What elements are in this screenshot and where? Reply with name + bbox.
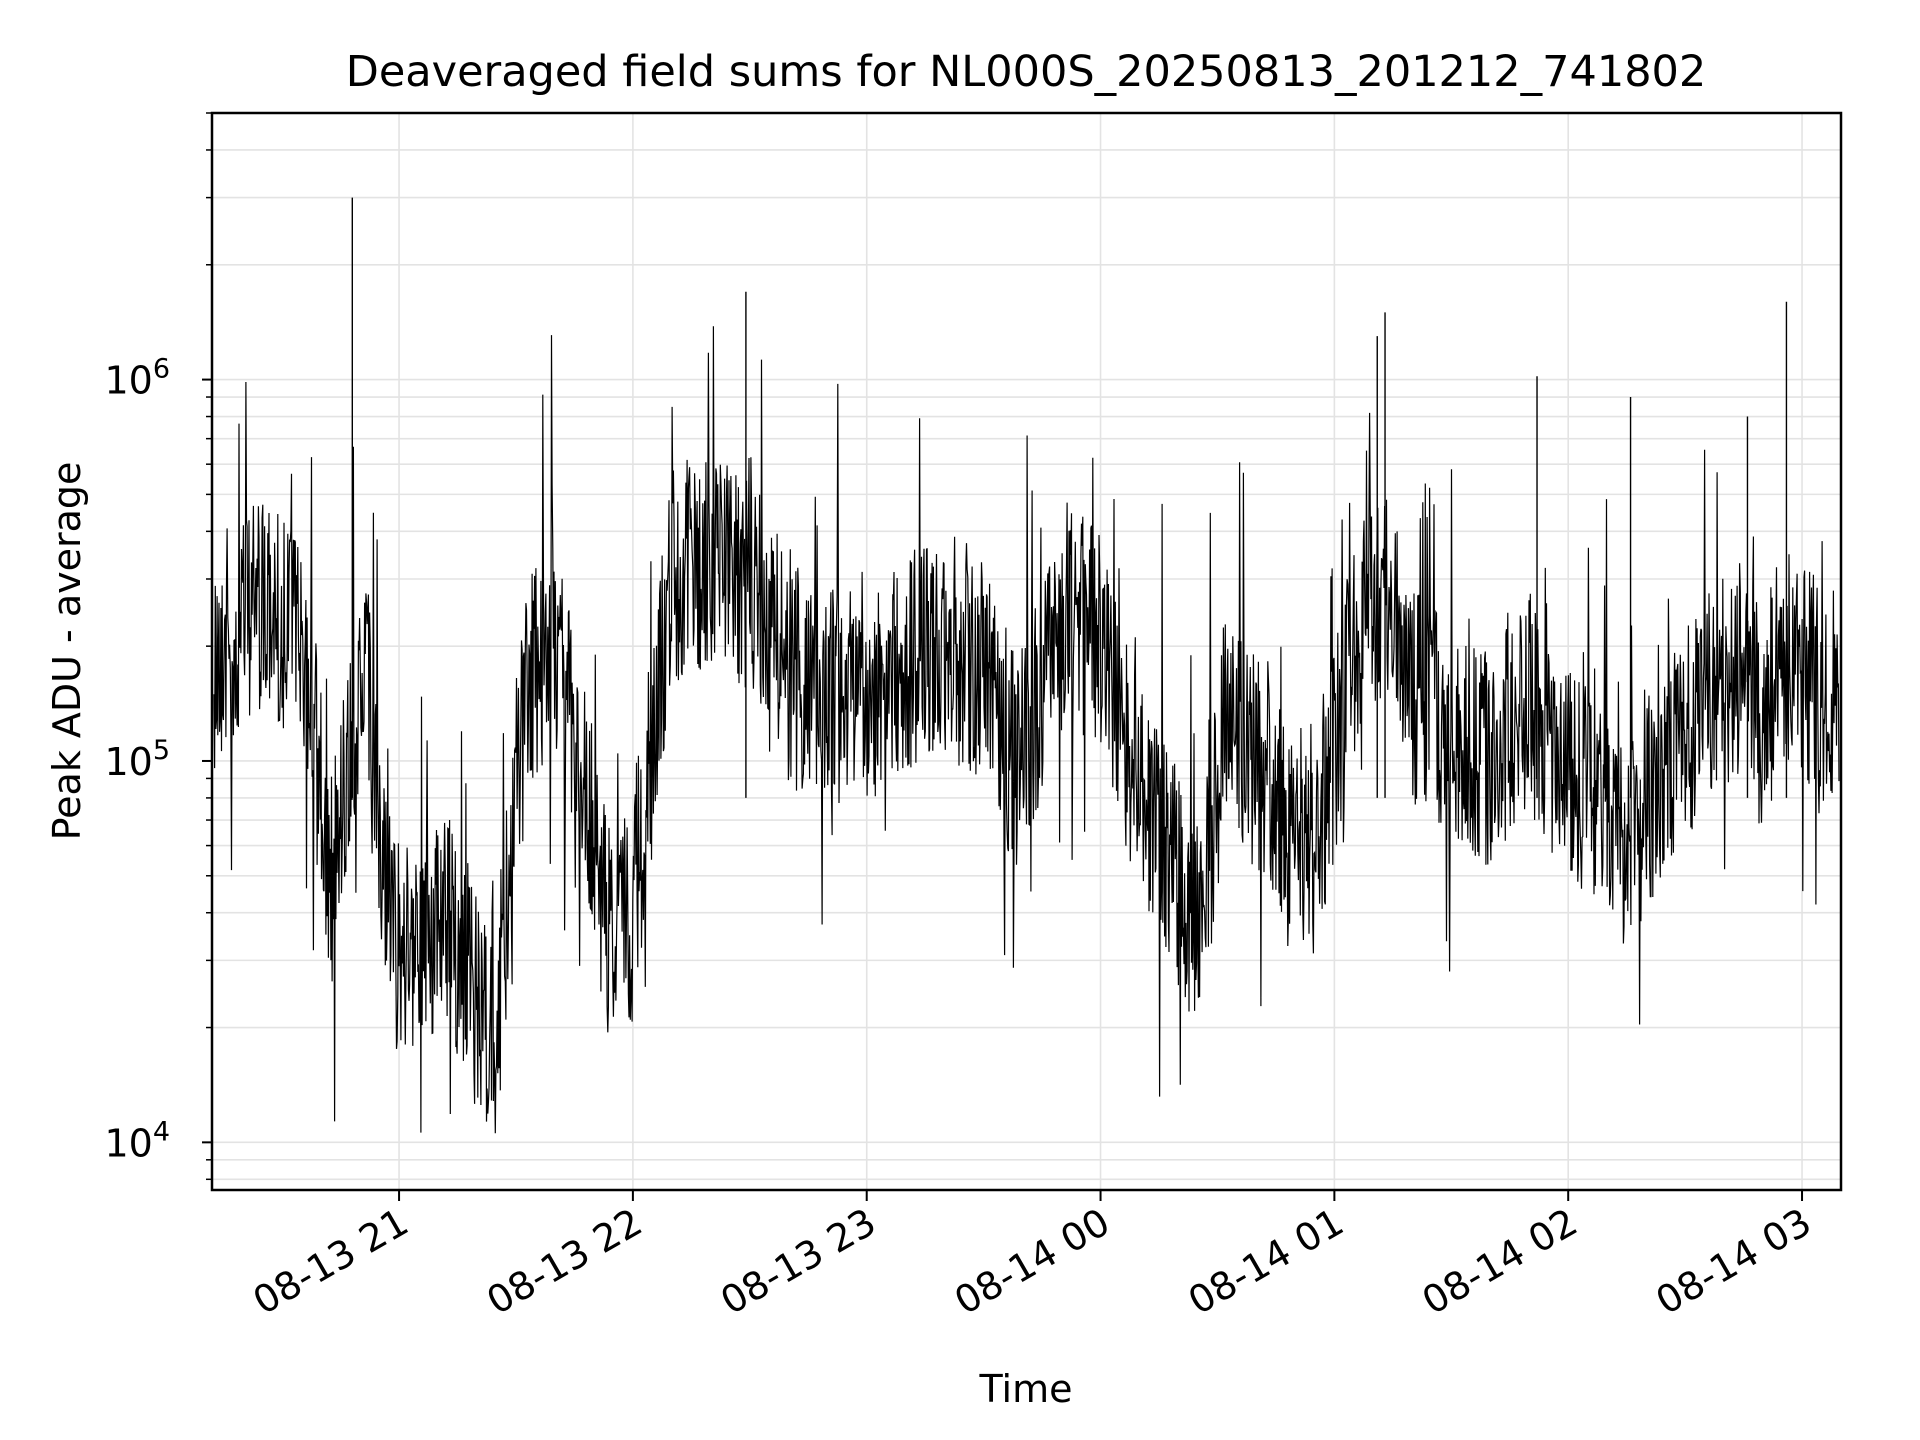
y-tick-label: 104 — [104, 1116, 170, 1165]
chart-title: Deaveraged field sums for NL000S_2025081… — [346, 47, 1707, 97]
plot-area — [213, 197, 1840, 1134]
y-tick-label: 105 — [104, 735, 170, 784]
data-series-line — [213, 326, 1840, 1134]
y-tick-label: 106 — [104, 354, 170, 403]
plot-frame — [210, 111, 1843, 1192]
y-axis-label: Peak ADU - average — [45, 462, 89, 841]
x-axis-label: Time — [979, 1367, 1073, 1411]
